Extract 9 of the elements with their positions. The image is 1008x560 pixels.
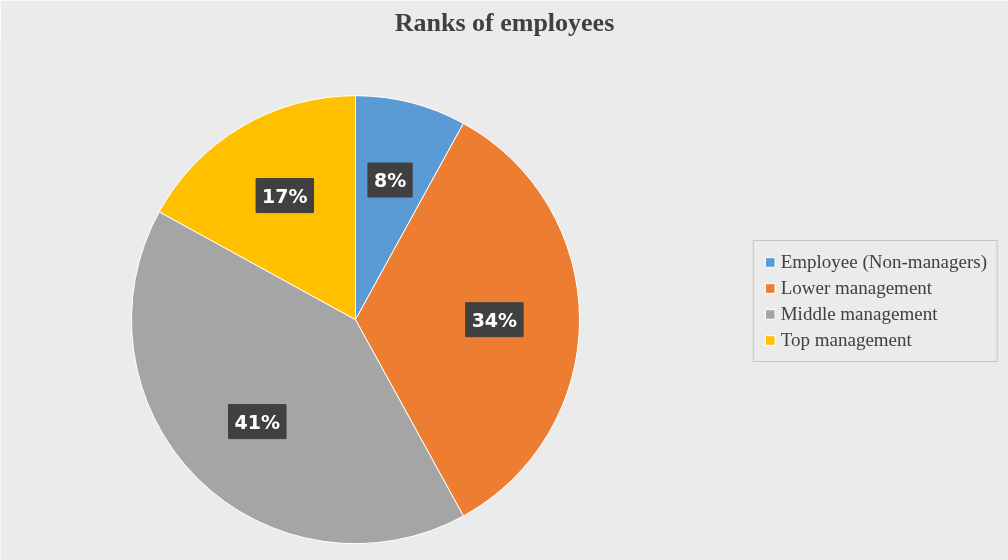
data-label: 17% <box>262 184 308 207</box>
legend-label: Top management <box>780 328 912 351</box>
legend-label: Lower management <box>780 276 933 299</box>
data-label: 34% <box>471 308 518 331</box>
legend-label: Middle management <box>780 302 938 325</box>
legend-label: Employee (Non-managers) <box>780 250 987 273</box>
data-label: 8% <box>373 169 407 192</box>
chart-title: Ranks of employees <box>394 7 615 37</box>
data-label: 41% <box>234 410 281 433</box>
